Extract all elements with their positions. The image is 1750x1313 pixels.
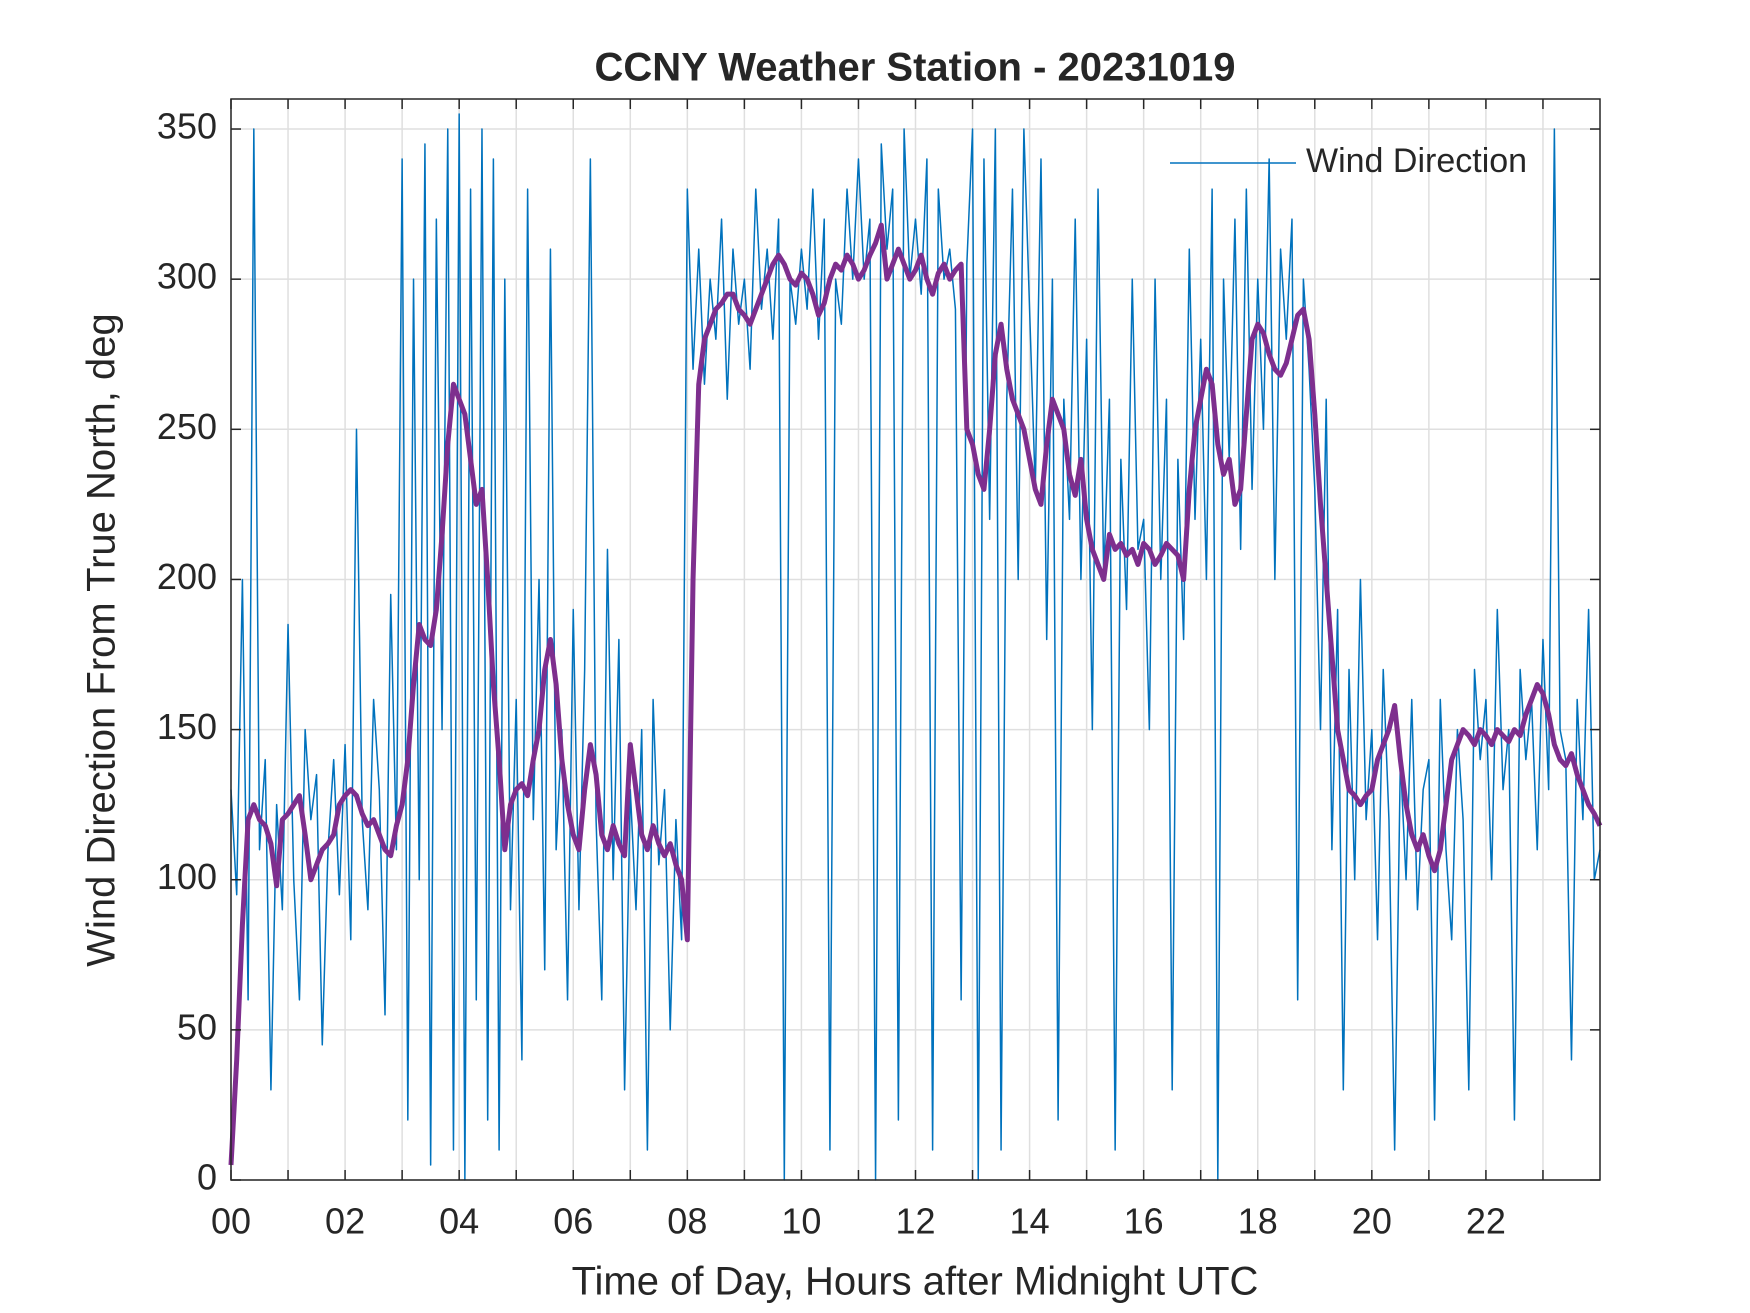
y-tick-label: 350 xyxy=(157,106,217,147)
y-tick-label: 150 xyxy=(157,706,217,747)
y-axis-label: Wind Direction From True North, deg xyxy=(80,313,124,967)
axes-box xyxy=(230,98,1601,1181)
x-tick-label: 10 xyxy=(781,1201,821,1242)
x-tick-label: 08 xyxy=(667,1201,707,1242)
x-tick-label: 18 xyxy=(1238,1201,1278,1242)
x-tick-label: 16 xyxy=(1124,1201,1164,1242)
y-tick-label: 300 xyxy=(157,256,217,297)
y-tick-label: 50 xyxy=(177,1006,217,1047)
y-tick-label: 0 xyxy=(197,1157,217,1198)
x-tick-label: 12 xyxy=(895,1201,935,1242)
y-tick-label: 100 xyxy=(157,856,217,897)
axes: 0 50 100 150 200 250 300 350 00 02 04 06 08 10 12 14 16 1… xyxy=(157,98,1601,1242)
plot-area xyxy=(228,113,1603,1181)
y-tick-label: 250 xyxy=(157,406,217,447)
x-tick-label: 00 xyxy=(211,1201,251,1242)
x-tick-label: 04 xyxy=(439,1201,479,1242)
chart-title: CCNY Weather Station - 20231019 xyxy=(595,46,1236,90)
x-tick-label: 02 xyxy=(325,1201,365,1242)
x-tick-label: 14 xyxy=(1010,1201,1050,1242)
legend-label: Wind Direction xyxy=(1306,142,1527,180)
grid xyxy=(230,99,1600,1181)
series-line xyxy=(230,113,1601,1181)
x-axis-label: Time of Day, Hours after Midnight UTC xyxy=(572,1260,1259,1304)
x-tick-label: 20 xyxy=(1352,1201,1392,1242)
y-tick-label: 200 xyxy=(157,556,217,597)
x-tick-label: 06 xyxy=(553,1201,593,1242)
x-tick-label: 22 xyxy=(1466,1201,1506,1242)
series-line xyxy=(228,222,1603,1166)
